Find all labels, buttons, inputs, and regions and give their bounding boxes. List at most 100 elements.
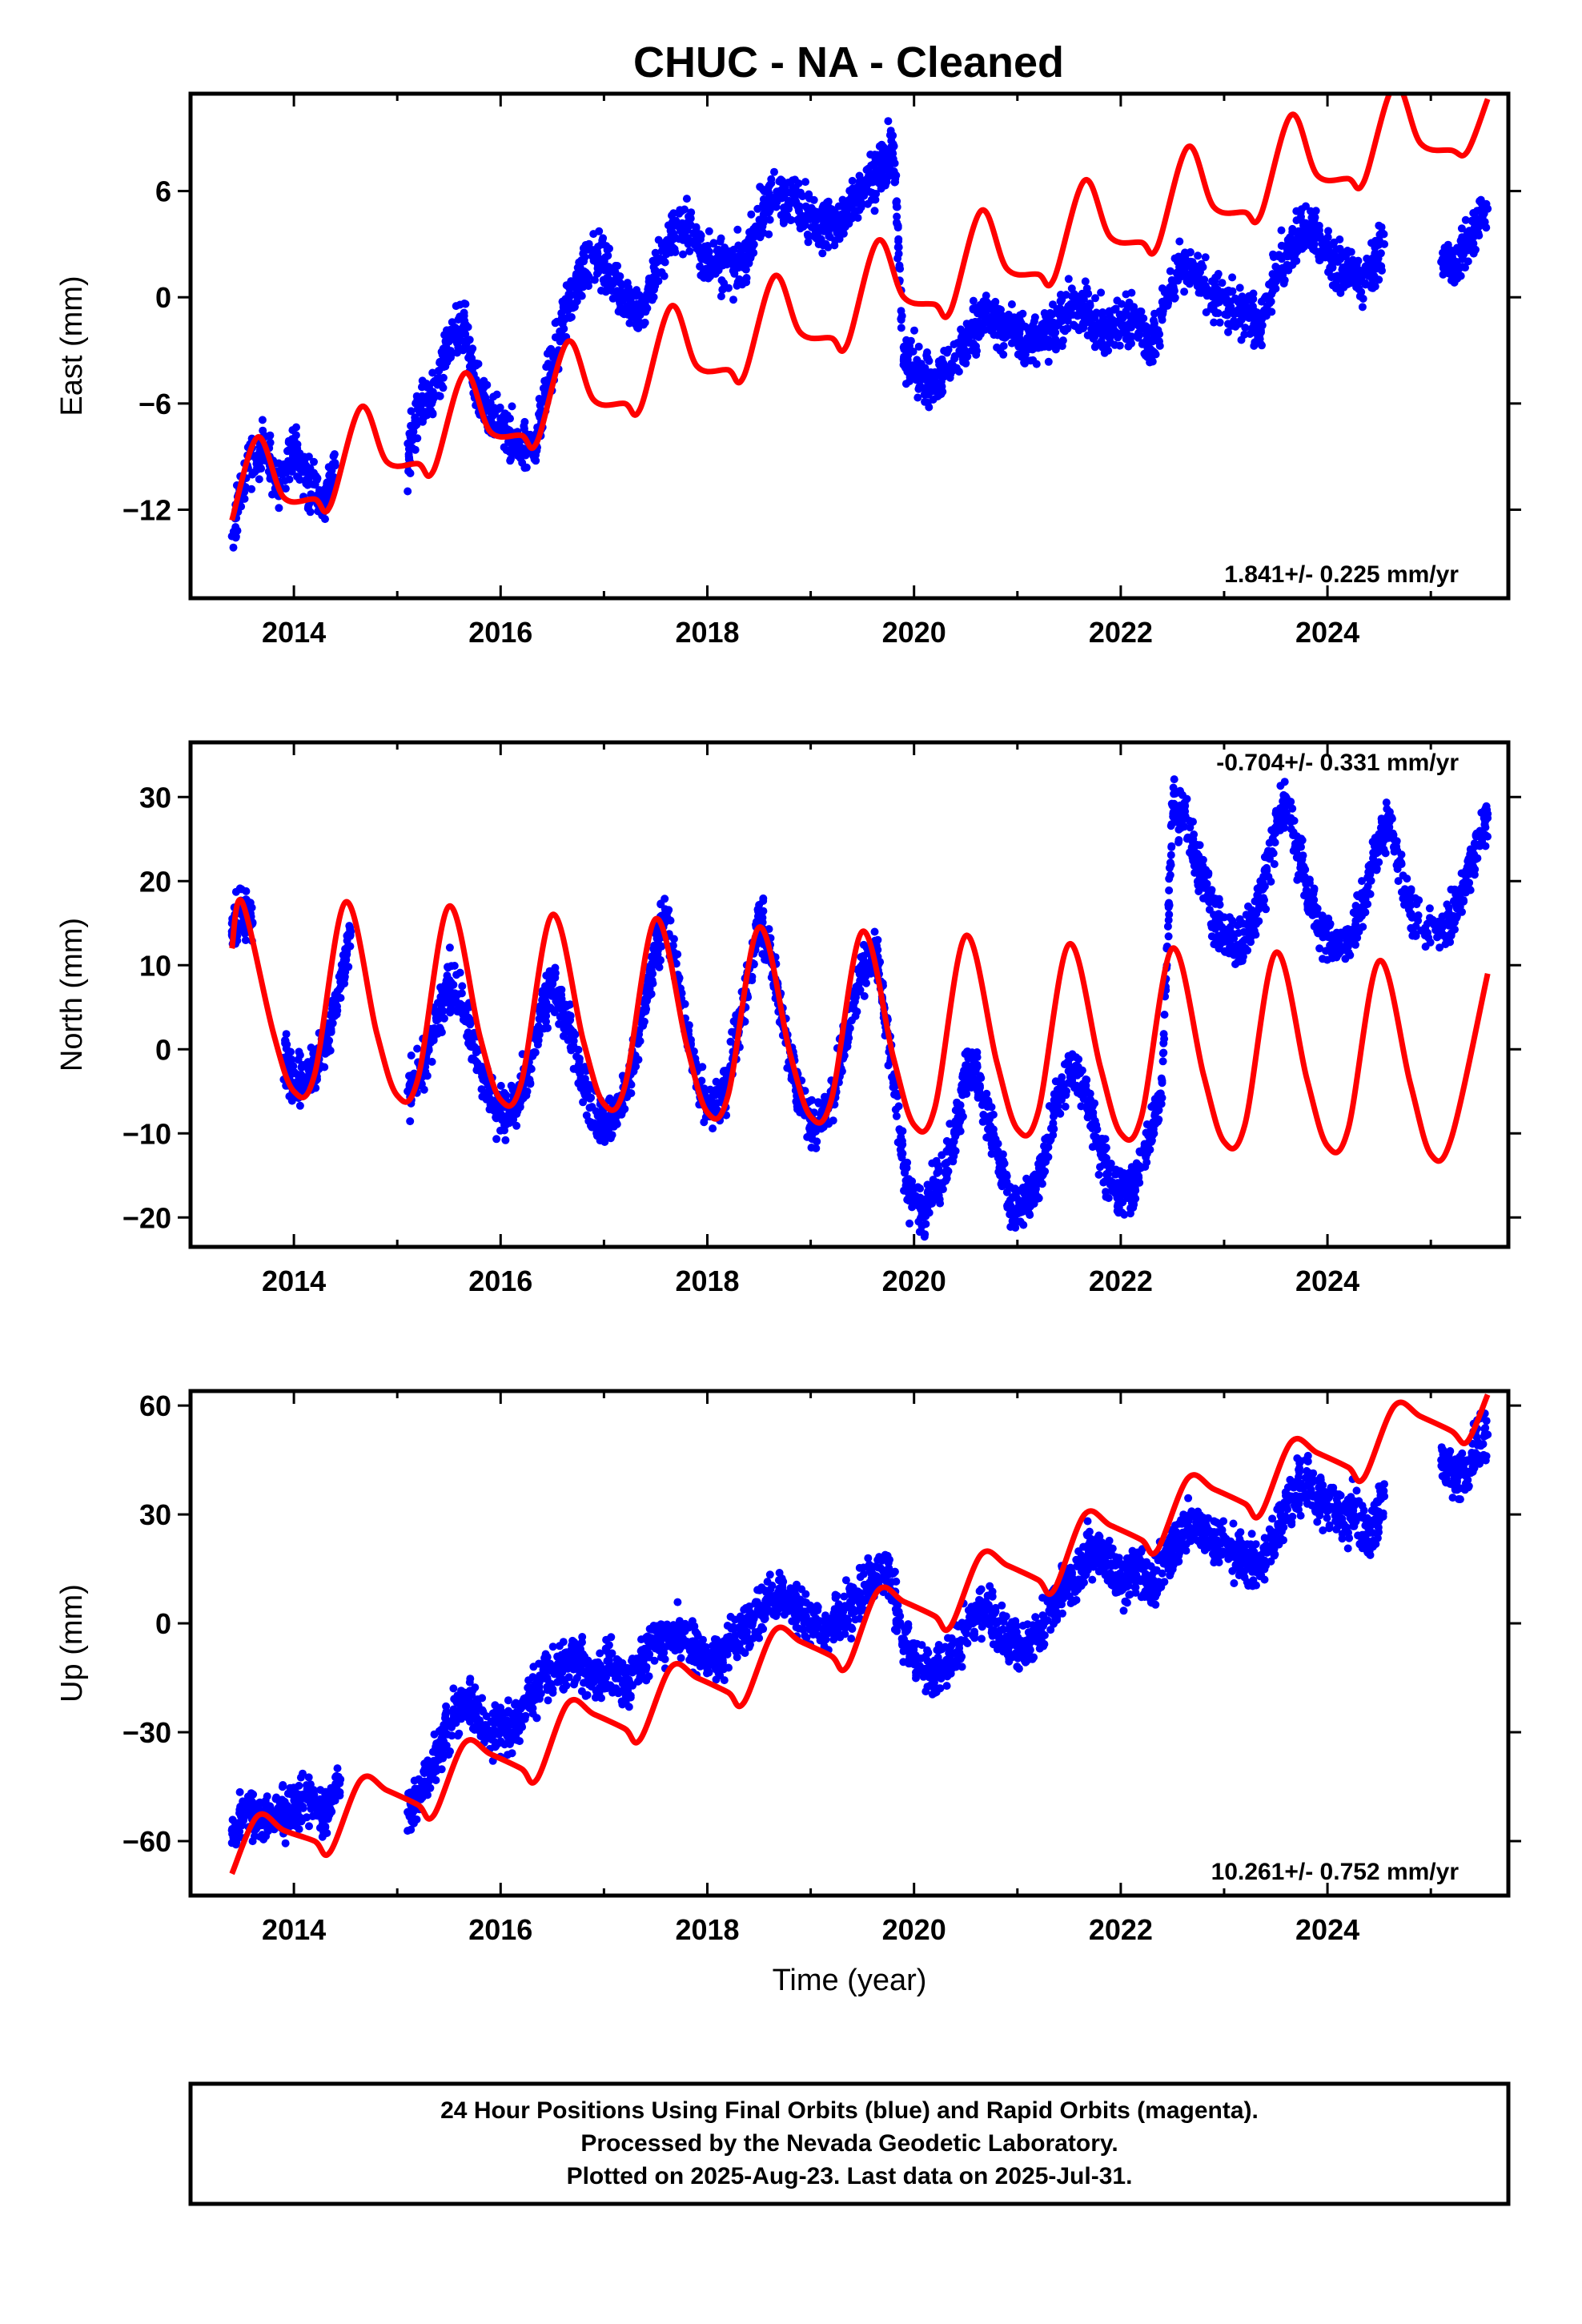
data-point xyxy=(461,300,470,308)
data-point xyxy=(553,1003,562,1012)
data-point xyxy=(544,1005,552,1013)
data-point xyxy=(454,316,463,324)
data-point xyxy=(889,1083,898,1092)
data-point xyxy=(1197,259,1206,268)
data-point xyxy=(1324,227,1332,235)
data-point xyxy=(1335,235,1344,243)
data-point xyxy=(470,1055,479,1064)
data-point xyxy=(1213,299,1221,308)
data-point xyxy=(1170,293,1179,302)
data-point xyxy=(614,291,623,299)
data-point xyxy=(1456,271,1465,280)
data-point xyxy=(920,384,929,393)
data-point xyxy=(568,1043,576,1051)
data-point xyxy=(282,1030,291,1039)
data-point xyxy=(525,1076,534,1084)
data-point xyxy=(1263,293,1271,301)
data-point xyxy=(436,1013,444,1022)
data-point xyxy=(839,229,848,238)
data-point xyxy=(1291,251,1299,259)
data-point xyxy=(753,204,762,213)
data-point xyxy=(446,1005,455,1014)
data-point xyxy=(644,283,653,292)
data-point xyxy=(454,990,463,999)
data-point xyxy=(994,331,1002,340)
data-point xyxy=(923,377,932,386)
data-points xyxy=(227,775,1492,1241)
data-point xyxy=(1201,281,1210,290)
data-point xyxy=(1476,197,1484,206)
data-point xyxy=(963,352,972,361)
data-point xyxy=(579,249,588,258)
data-point xyxy=(893,212,901,221)
data-point xyxy=(496,1081,505,1090)
data-point xyxy=(1084,289,1093,298)
data-point xyxy=(916,1184,925,1193)
data-point xyxy=(454,999,462,1008)
data-point xyxy=(687,208,696,217)
data-point xyxy=(247,485,256,493)
data-point xyxy=(255,475,263,484)
data-point xyxy=(962,359,970,368)
data-point xyxy=(446,981,455,990)
data-point xyxy=(298,1060,307,1069)
data-point xyxy=(765,182,773,191)
data-point xyxy=(987,300,996,309)
data-point xyxy=(553,987,562,996)
data-point xyxy=(404,467,413,476)
data-point xyxy=(624,308,633,316)
data-point xyxy=(266,431,275,440)
data-point xyxy=(305,472,314,481)
data-point xyxy=(717,292,725,300)
data-point xyxy=(496,403,504,412)
data-point xyxy=(777,194,786,203)
data-point xyxy=(713,1099,722,1108)
data-point xyxy=(1328,281,1337,290)
data-point xyxy=(1304,232,1313,241)
data-point xyxy=(331,461,339,470)
data-point xyxy=(1185,279,1194,288)
data-point xyxy=(1056,297,1065,306)
data-point xyxy=(709,1124,717,1133)
data-point xyxy=(1463,243,1472,251)
data-point xyxy=(893,254,902,263)
data-point xyxy=(686,214,695,223)
data-point xyxy=(840,216,849,225)
x-tick-label: 2014 xyxy=(262,616,326,649)
data-point xyxy=(1319,245,1328,254)
data-point xyxy=(706,259,715,268)
data-point xyxy=(566,283,575,292)
data-point xyxy=(1029,356,1038,364)
data-point xyxy=(937,377,946,386)
data-point xyxy=(719,1068,728,1076)
data-point xyxy=(1025,324,1034,332)
data-point xyxy=(543,349,552,358)
data-point xyxy=(1044,357,1053,366)
data-point xyxy=(1106,317,1114,326)
data-point xyxy=(645,975,654,984)
data-point xyxy=(1182,251,1190,259)
data-point xyxy=(1136,315,1145,324)
data-point xyxy=(612,1120,621,1128)
data-point xyxy=(870,151,879,159)
data-point xyxy=(951,1121,960,1130)
data-point xyxy=(423,411,432,420)
data-point xyxy=(936,1199,945,1208)
data-point xyxy=(879,163,888,172)
data-point xyxy=(1457,224,1466,233)
data-point xyxy=(298,1084,307,1092)
data-point xyxy=(871,195,880,204)
data-point xyxy=(863,187,872,195)
data-point xyxy=(595,227,604,235)
data-point xyxy=(1118,314,1127,323)
x-tick-label: 2018 xyxy=(675,616,739,649)
data-point xyxy=(502,446,511,455)
data-point xyxy=(451,324,459,332)
data-point xyxy=(616,279,624,287)
data-point xyxy=(682,195,691,203)
data-point xyxy=(507,1081,516,1090)
data-point xyxy=(507,455,515,464)
data-point xyxy=(606,267,615,275)
data-point xyxy=(977,320,986,329)
data-point xyxy=(328,996,337,1005)
